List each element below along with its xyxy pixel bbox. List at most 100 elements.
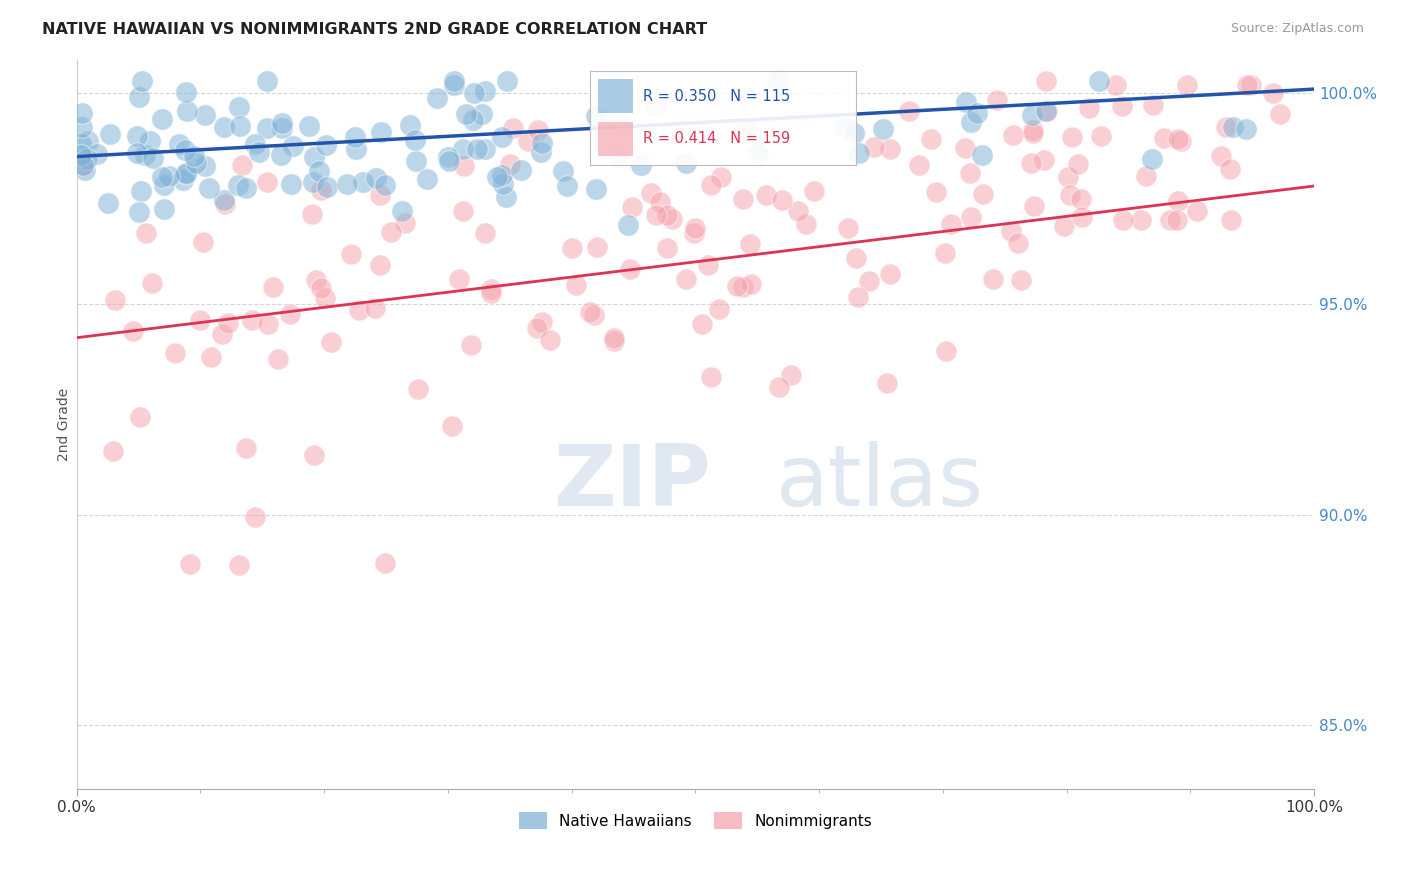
Point: [1035, 104, 1057, 119]
Point: [426, 90, 449, 104]
Point: [700, 369, 723, 384]
Point: [551, 164, 574, 178]
Point: [271, 116, 294, 130]
Point: [194, 107, 217, 121]
Point: [1021, 122, 1043, 136]
Point: [298, 119, 321, 133]
Point: [280, 178, 302, 192]
Point: [858, 274, 880, 288]
Point: [129, 409, 152, 424]
Point: [463, 86, 485, 100]
Point: [176, 86, 198, 100]
Point: [315, 138, 337, 153]
Point: [128, 204, 150, 219]
Point: [1175, 78, 1198, 92]
Point: [1007, 236, 1029, 251]
Point: [122, 324, 145, 338]
Point: [498, 157, 520, 171]
Legend: Native Hawaiians, Nonimmigrants: Native Hawaiians, Nonimmigrants: [513, 805, 877, 836]
Point: [366, 170, 388, 185]
Point: [585, 181, 607, 195]
Point: [561, 241, 583, 255]
Point: [184, 156, 207, 170]
Point: [451, 142, 474, 156]
Point: [941, 217, 963, 231]
Point: [183, 149, 205, 163]
Point: [644, 98, 666, 112]
Point: [308, 163, 330, 178]
Point: [1215, 120, 1237, 134]
Point: [1219, 212, 1241, 227]
Point: [530, 315, 553, 329]
Point: [197, 180, 219, 194]
Point: [176, 104, 198, 119]
Point: [314, 291, 336, 305]
Point: [1021, 108, 1043, 122]
Point: [959, 166, 981, 180]
Point: [1135, 169, 1157, 184]
Point: [1059, 187, 1081, 202]
Point: [212, 120, 235, 135]
Point: [479, 286, 502, 301]
Point: [655, 208, 678, 222]
Point: [316, 180, 339, 194]
Point: [235, 442, 257, 456]
Point: [129, 185, 152, 199]
Point: [364, 301, 387, 315]
Point: [174, 167, 197, 181]
Point: [675, 272, 697, 286]
Point: [555, 179, 578, 194]
Point: [879, 142, 901, 156]
Point: [934, 246, 956, 260]
Point: [142, 151, 165, 165]
Point: [955, 95, 977, 110]
Point: [640, 186, 662, 201]
Point: [879, 267, 901, 281]
Point: [1056, 169, 1078, 184]
Point: [842, 127, 865, 141]
Point: [150, 112, 173, 126]
Point: [834, 120, 856, 134]
Point: [1021, 156, 1043, 170]
Point: [538, 333, 561, 347]
Point: [579, 305, 602, 319]
Point: [368, 188, 391, 202]
Point: [530, 145, 553, 159]
Point: [935, 343, 957, 358]
Point: [837, 221, 859, 235]
Point: [747, 145, 769, 160]
Point: [619, 262, 641, 277]
Point: [86, 146, 108, 161]
Point: [862, 139, 884, 153]
Point: [1209, 149, 1232, 163]
Point: [336, 177, 359, 191]
Point: [491, 130, 513, 145]
Point: [650, 195, 672, 210]
Point: [1167, 132, 1189, 146]
Point: [655, 241, 678, 255]
Point: [1236, 78, 1258, 92]
Point: [270, 121, 292, 136]
Point: [485, 170, 508, 185]
Point: [73, 162, 96, 177]
Point: [134, 148, 156, 162]
Point: [1240, 78, 1263, 92]
Point: [437, 151, 460, 165]
Text: ZIP: ZIP: [553, 441, 711, 524]
Point: [311, 183, 333, 197]
Point: [344, 143, 367, 157]
Point: [786, 203, 808, 218]
Point: [451, 204, 474, 219]
Point: [526, 321, 548, 335]
Point: [70, 105, 93, 120]
Point: [530, 136, 553, 150]
Point: [138, 134, 160, 148]
Point: [128, 90, 150, 104]
Point: [876, 376, 898, 390]
Point: [72, 136, 94, 151]
Point: [173, 143, 195, 157]
Point: [374, 178, 396, 192]
Point: [302, 175, 325, 189]
Point: [1159, 212, 1181, 227]
Point: [69, 148, 91, 162]
